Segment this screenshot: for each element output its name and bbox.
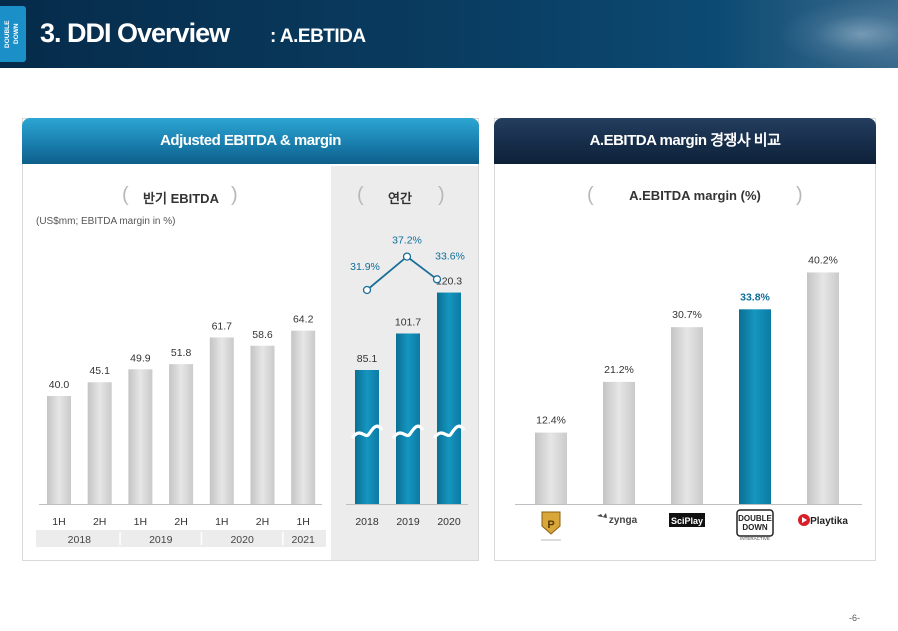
comp-bar-highlight <box>739 309 771 504</box>
semi-bar-value-label: 64.2 <box>293 314 314 326</box>
annual-bar <box>396 333 420 504</box>
playtika-logo-text: Playtika <box>810 516 848 527</box>
doubledown-logo-subtext: INTERACTIVE <box>740 536 770 541</box>
semi-x-tick-label: 1H <box>134 516 147 528</box>
comp-bar-value-label: 21.2% <box>604 364 634 376</box>
annual-bar-value-label: 120.3 <box>436 276 462 288</box>
annual-bar <box>437 292 461 504</box>
semi-bar <box>250 345 275 504</box>
doubledown-logo-text: DOWN <box>742 523 768 532</box>
year-strip <box>36 530 326 547</box>
bracket-close-icon: ) <box>796 184 803 206</box>
semi-year-label: 2020 <box>230 534 254 546</box>
bracket-open-icon: ( <box>587 184 594 206</box>
semi-bar-value-label: 40.0 <box>49 379 70 391</box>
doubledown-logo-text: DOUBLE <box>738 514 772 523</box>
semi-bar <box>47 396 71 504</box>
margin-compare-label: A.EBITDA margin (%) <box>629 188 761 203</box>
sciplay-logo-text: SciPlay <box>671 516 703 526</box>
bracket-close-icon: ) <box>231 184 238 206</box>
bracket-close-icon: ) <box>438 184 445 206</box>
semi-x-tick-label: 2H <box>174 516 187 528</box>
zynga-dog-icon <box>597 513 607 518</box>
zynga-logo-text: zynga <box>609 515 638 526</box>
semi-bar <box>128 369 153 504</box>
margin-value-label: 31.9% <box>350 261 380 273</box>
page-number: -6- <box>849 613 860 623</box>
semi-bar-value-label: 49.9 <box>130 352 151 364</box>
doubledown-logo-box <box>736 509 774 537</box>
semi-bar <box>291 330 316 504</box>
semi-x-tick-label: 1H <box>52 516 65 528</box>
annual-x-tick-label: 2020 <box>437 516 461 528</box>
axis-break-icon <box>391 424 425 440</box>
semi-x-tick-label: 1H <box>296 516 309 528</box>
bracket-open-icon: ( <box>122 184 129 206</box>
margin-point <box>432 275 442 284</box>
semi-bar-value-label: 58.6 <box>252 329 273 341</box>
page-subtitle: : A.EBTIDA <box>270 26 366 47</box>
margin-value-label: 33.6% <box>435 250 465 262</box>
semi-x-tick-label: 2H <box>256 516 269 528</box>
annual-bar-value-label: 85.1 <box>357 353 378 365</box>
annual-label: 연간 <box>388 191 412 206</box>
comp-bar <box>671 327 703 504</box>
annual-x-tick-label: 2019 <box>396 516 420 528</box>
semi-x-tick-label: 1H <box>215 516 228 528</box>
playstudios-logo-icon <box>541 511 561 535</box>
tiger-image <box>778 0 898 68</box>
semi-bar <box>209 337 234 504</box>
axis-break-icon <box>350 424 384 440</box>
comp-bar-value-label: 33.8% <box>740 291 770 303</box>
doubledown-logo: DOUBLE DOWN <box>0 6 26 62</box>
semi-year-label: 2019 <box>149 534 173 546</box>
bracket-open-icon: ( <box>357 184 364 206</box>
semi-year-label: 2018 <box>68 534 92 546</box>
units-note: (US$mm; EBITDA margin in %) <box>36 216 176 227</box>
comp-bar-value-label: 12.4% <box>536 415 566 427</box>
semi-bar-value-label: 45.1 <box>89 365 110 377</box>
semi-annual-label: 반기 EBITDA <box>143 191 219 206</box>
semi-year-label: 2021 <box>292 534 316 546</box>
annual-bar-value-label: 101.7 <box>395 316 421 328</box>
comp-bar <box>603 381 635 504</box>
semi-bar <box>169 364 194 504</box>
comp-bar-value-label: 30.7% <box>672 309 702 321</box>
page-title: 3. DDI Overview <box>40 18 230 48</box>
semi-bar-value-label: 61.7 <box>212 320 233 332</box>
left-panel-title: Adjusted EBITDA & margin <box>22 118 479 164</box>
semi-x-tick-label: 2H <box>93 516 106 528</box>
annual-x-tick-label: 2018 <box>355 516 379 528</box>
comp-bar <box>807 272 839 504</box>
axis-break-icon <box>432 424 466 440</box>
playstudios-logo-mark: P <box>547 519 554 531</box>
comp-bar <box>535 432 567 504</box>
comp-bar-value-label: 40.2% <box>808 254 838 266</box>
margin-point <box>362 285 372 295</box>
sciplay-logo-box <box>669 513 705 527</box>
right-panel-title: A.EBITDA margin 경쟁사 비교 <box>494 118 876 164</box>
semi-bar <box>87 382 112 504</box>
semi-bar-value-label: 51.8 <box>171 347 192 359</box>
margin-point <box>402 252 412 261</box>
header-banner: DOUBLE DOWN 3. DDI Overview : A.EBTIDA <box>0 0 898 68</box>
margin-value-label: 37.2% <box>392 235 422 247</box>
playtika-play-icon <box>802 517 807 523</box>
